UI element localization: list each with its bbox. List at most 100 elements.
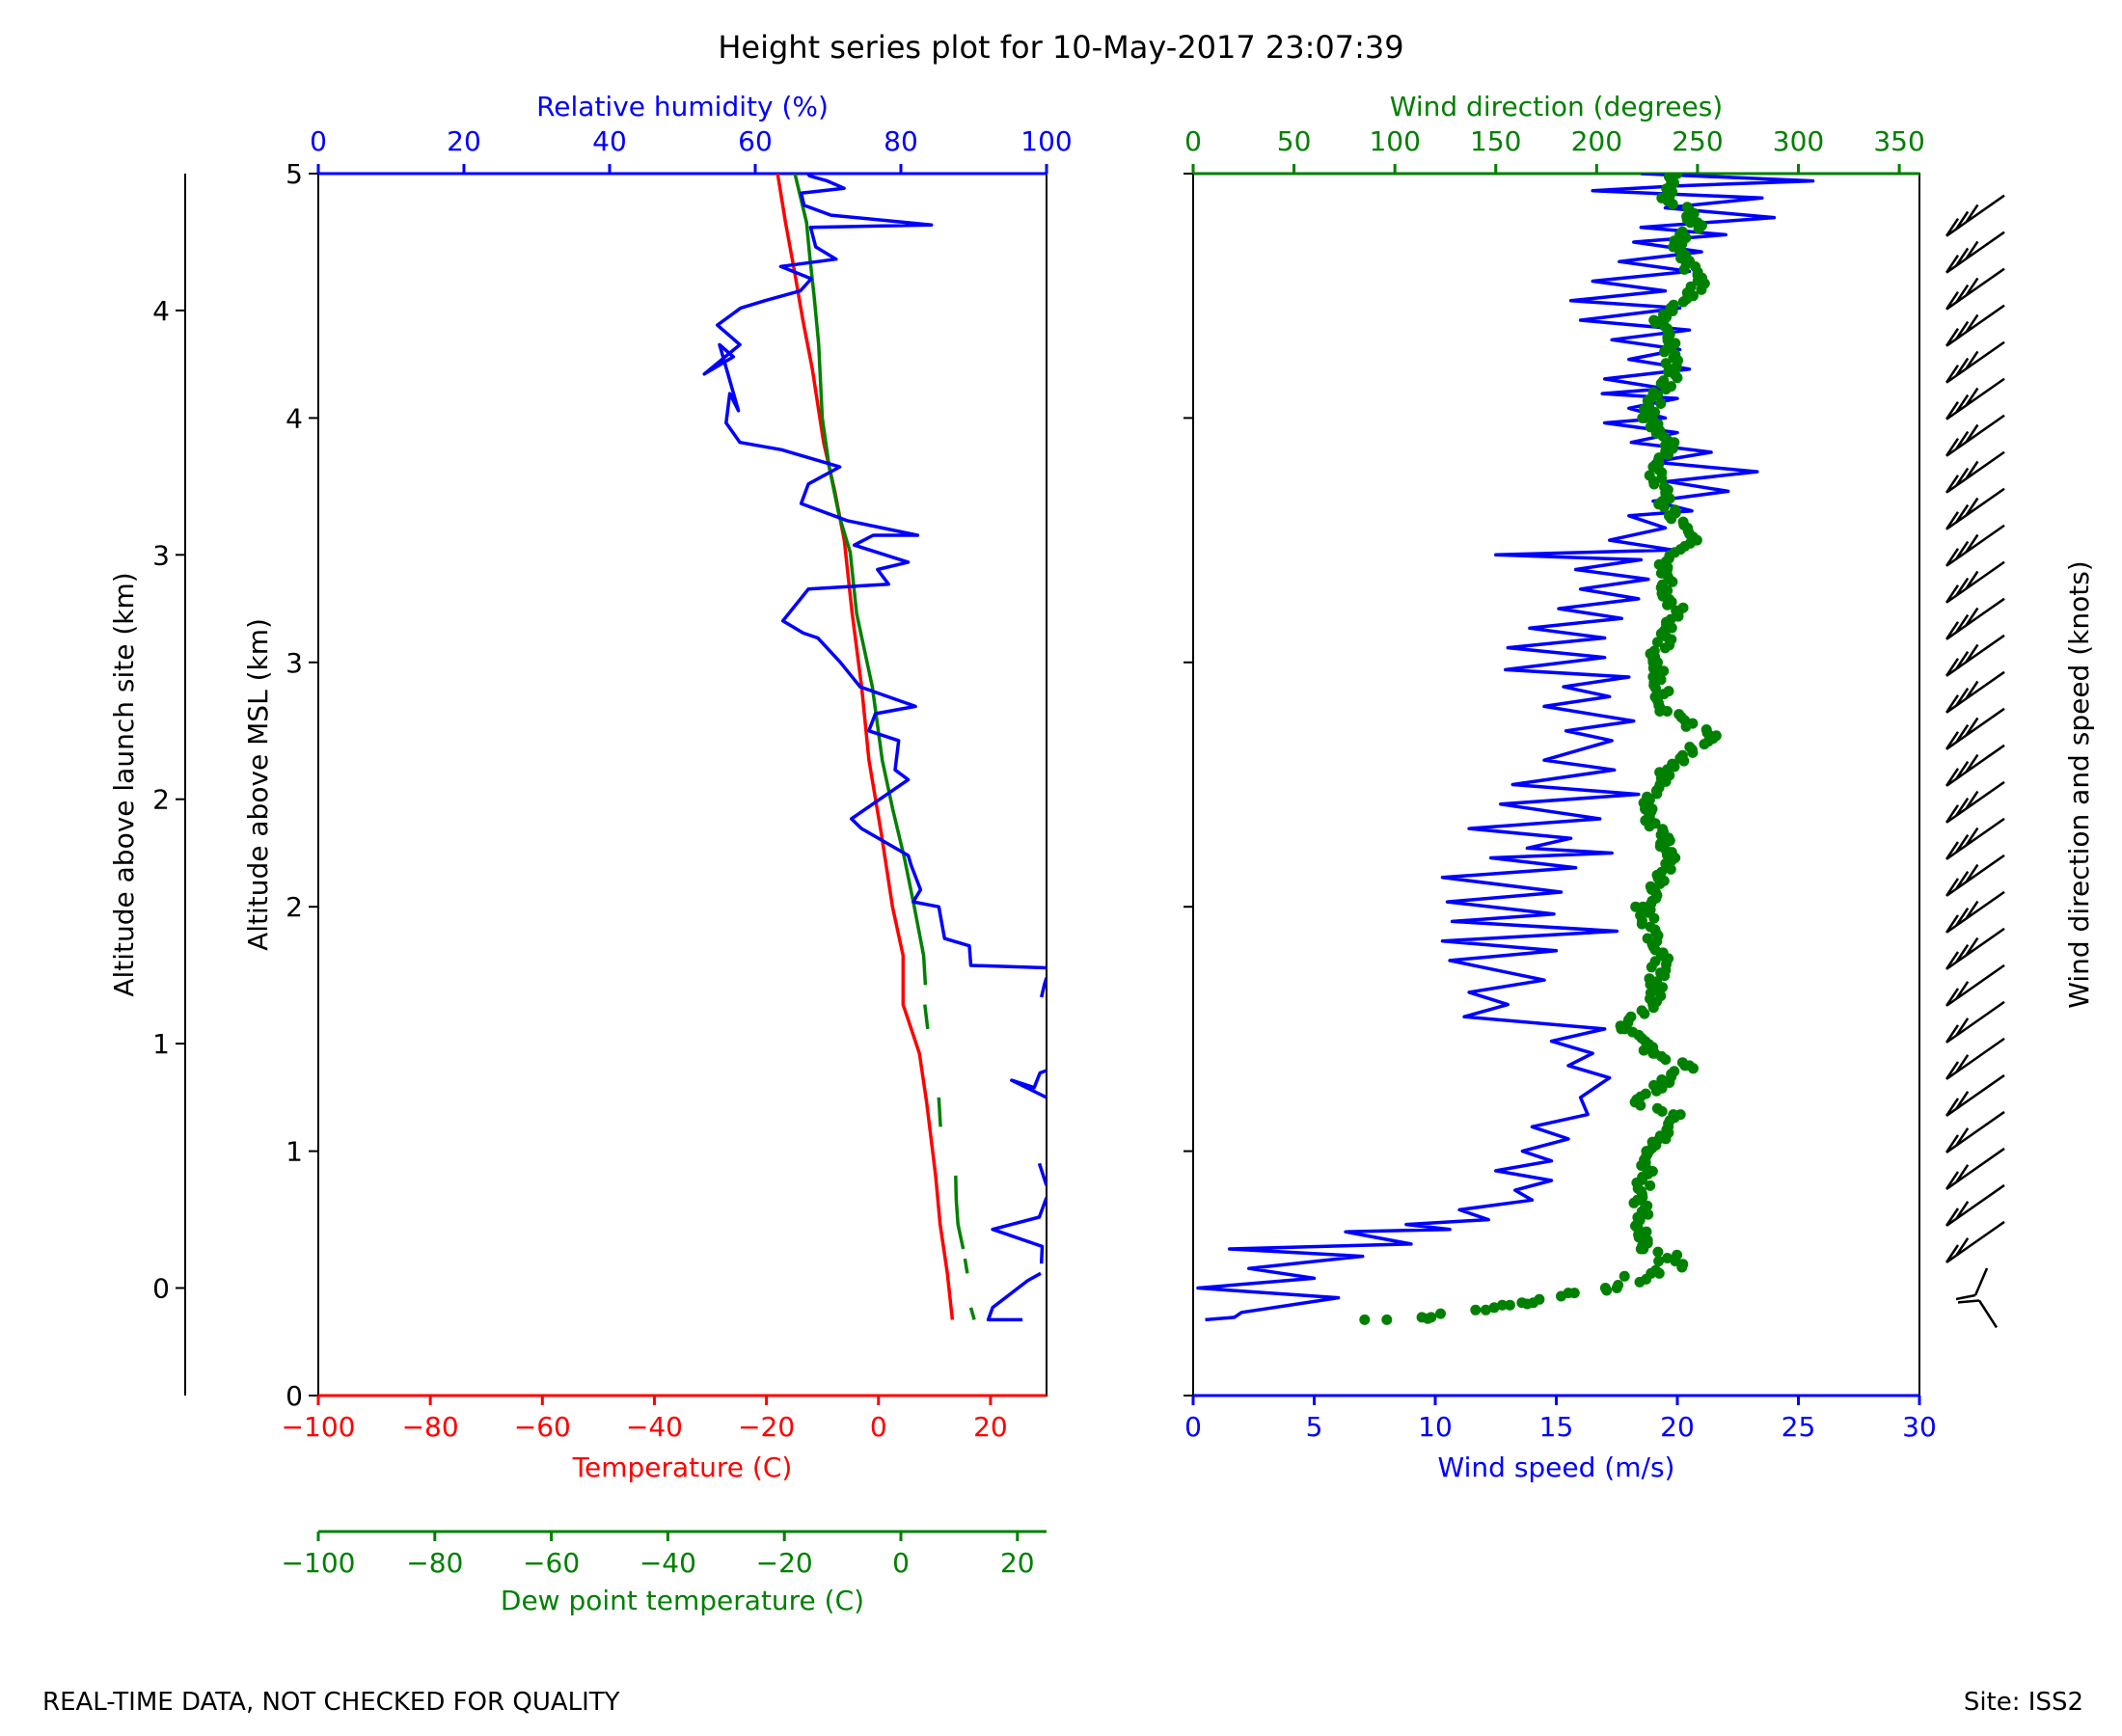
wind-direction-point (1666, 853, 1677, 863)
wind-direction-point (1669, 1066, 1680, 1077)
wind-barb-staff (1945, 854, 2005, 897)
wind-direction-point (1647, 461, 1659, 473)
wind-barb-staff (1945, 487, 2005, 530)
humidity-line (1037, 1162, 1047, 1186)
wind-speed-line (1196, 174, 1815, 1322)
wind-barb (1945, 524, 2005, 567)
wind-direction-point (1480, 1304, 1491, 1316)
msl-tick-label: 3 (286, 647, 303, 679)
wind-direction-point (1677, 516, 1689, 528)
dewpoint-axis-label: Dew point temperature (C) (501, 1585, 864, 1616)
agl-tick-label: 1 (152, 1028, 170, 1060)
wind-direction-point (1641, 1226, 1652, 1237)
wind-barb (1945, 304, 2005, 347)
wind-direction-point (1435, 1308, 1446, 1319)
wind-direction-point (1642, 1234, 1653, 1246)
wind-direction-point (1652, 1246, 1664, 1258)
wind-direction-point (1640, 412, 1650, 423)
wind-direction-point (1670, 364, 1681, 375)
wind-speed-axis-label: Wind speed (m/s) (1438, 1451, 1675, 1483)
wind-barb (1945, 450, 2005, 494)
wind-direction-point (1649, 692, 1661, 703)
wind-speed-tick-label: 10 (1418, 1411, 1453, 1443)
temperature-tick-label: 20 (973, 1411, 1008, 1443)
wind-direction-point (1648, 645, 1660, 657)
wind-direction-point (1660, 358, 1672, 369)
wind-direction-point (1381, 1314, 1393, 1325)
wind-direction-point (1647, 999, 1659, 1011)
agl-axis-label: Altitude above launch site (km) (108, 572, 140, 996)
barb-axis-label: Wind direction and speed (knots) (2063, 560, 2095, 1008)
wind-direction-point (1662, 767, 1673, 778)
agl-tick-label: 0 (152, 1273, 170, 1305)
wind-barb-staff (1945, 450, 2005, 494)
wind-direction-point (1684, 742, 1696, 752)
humidity-line (991, 1197, 1047, 1264)
wind-barb-staff (1945, 304, 2005, 347)
wind-direction-point (1655, 950, 1667, 962)
wind-barb (1945, 1147, 2005, 1190)
dewpoint-tick-label: 20 (1000, 1547, 1035, 1579)
msl-tick-label: 4 (286, 402, 303, 434)
dewpoint-line (937, 1097, 942, 1127)
humidity-tick-label: 20 (447, 125, 481, 157)
wind-direction-point (1670, 349, 1681, 361)
wind-direction-point (1642, 791, 1653, 802)
wind-plot-frame (1192, 173, 1920, 1397)
wind-barb-staff (1945, 524, 2005, 567)
wind-direction-point (1696, 278, 1707, 289)
wind-direction-tick-label: 350 (1873, 125, 1924, 157)
dewpoint-tick-label: −80 (406, 1547, 463, 1579)
wind-direction-point (1668, 299, 1679, 311)
wind-barb-staff (1945, 780, 2005, 824)
wind-direction-tick-label: 150 (1470, 125, 1521, 157)
wind-barb (1945, 1183, 2005, 1227)
humidity-tick-label: 80 (884, 125, 918, 157)
wind-direction-point (1636, 1005, 1647, 1017)
wind-barb-staff (1945, 414, 2005, 457)
temperature-tick-label: 0 (870, 1411, 887, 1443)
wind-barb-staff (1945, 1000, 2005, 1044)
wind-direction-point (1640, 803, 1650, 815)
wind-barb (1945, 817, 2005, 860)
dewpoint-line (963, 1258, 969, 1274)
wind-direction-point (1563, 1288, 1574, 1299)
wind-barb (1945, 597, 2005, 640)
wind-direction-point (1666, 437, 1677, 448)
humidity-axis-label: Relative humidity (%) (536, 91, 829, 122)
wind-direction-point (1655, 838, 1667, 850)
wind-barb (1945, 1037, 2005, 1080)
wind-barb-staff (1945, 1183, 2005, 1227)
dewpoint-line (968, 1307, 976, 1320)
wind-direction-point (1684, 1060, 1695, 1071)
wind-barb-staff (1945, 634, 2005, 677)
wind-barb-staff (1945, 1073, 2005, 1117)
wind-direction-point (1645, 1180, 1656, 1191)
wind-direction-point (1637, 901, 1648, 912)
wind-direction-point (1630, 901, 1642, 912)
wind-direction-point (1648, 1079, 1660, 1091)
msl-tick-label: 0 (286, 1380, 303, 1412)
wind-direction-point (1662, 1253, 1673, 1263)
wind-barb (1945, 1110, 2005, 1153)
wind-direction-point (1611, 1283, 1622, 1293)
wind-direction-point (1676, 749, 1688, 761)
temperature-tick-label: −80 (402, 1411, 459, 1443)
wind-direction-point (1648, 314, 1660, 326)
humidity-line (702, 174, 1047, 970)
humidity-line (986, 1271, 1042, 1322)
wind-barb (1945, 194, 2005, 237)
wind-barb-staff (1945, 1220, 2005, 1263)
wind-barb-staff (1945, 231, 2005, 274)
wind-direction-point (1673, 709, 1685, 720)
humidity-line (1010, 1069, 1047, 1099)
wind-direction-point (1488, 1302, 1500, 1314)
wind-panel: 0 5 10 15 20 25 30 Wind speed (m/s) 0 50 100 150 200… (1183, 91, 2095, 1483)
wind-barb (1945, 707, 2005, 750)
agl-tick-label: 4 (152, 295, 170, 327)
wind-barb (1945, 377, 2005, 420)
msl-tick-label: 5 (286, 158, 303, 190)
wind-direction-point (1664, 510, 1675, 522)
wind-direction-point (1672, 174, 1683, 179)
